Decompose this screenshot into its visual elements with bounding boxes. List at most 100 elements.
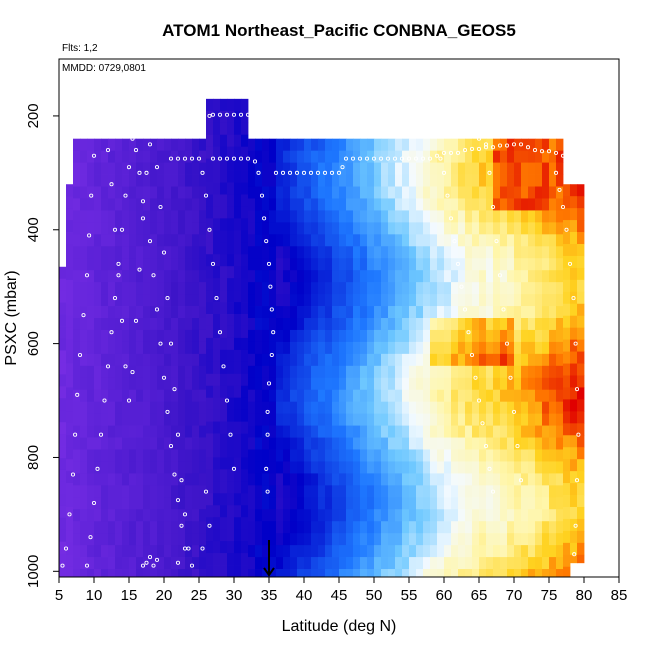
heat-cell [234, 182, 242, 195]
heat-cell [423, 210, 431, 223]
heat-cell [283, 341, 291, 355]
track-point [266, 381, 272, 386]
heat-cell [192, 377, 200, 391]
heat-cell [185, 437, 193, 450]
heat-cell [388, 401, 396, 415]
heat-cell [213, 110, 221, 124]
heat-cell [122, 138, 130, 152]
heat-cell [143, 150, 151, 163]
heat-cell [500, 270, 508, 283]
heat-cell [290, 365, 298, 379]
heat-cell [437, 341, 445, 355]
heat-cell [402, 425, 410, 438]
heat-cell [234, 134, 242, 148]
heat-cell [136, 282, 144, 295]
heat-cell [395, 545, 403, 558]
heat-cell [577, 291, 585, 305]
heat-cell [556, 162, 564, 175]
heat-cell [493, 210, 501, 223]
heat-cell [94, 174, 102, 187]
heat-cell [451, 557, 459, 570]
heat-cell [276, 258, 284, 271]
heat-cell [563, 518, 571, 532]
heat-cell [570, 184, 578, 197]
heat-cell [192, 246, 200, 259]
track-point [466, 330, 471, 335]
heat-cell [388, 545, 396, 558]
heat-cell [283, 306, 291, 319]
heat-cell [507, 437, 515, 450]
heat-cell [339, 449, 347, 462]
heat-cell [143, 186, 151, 199]
heat-cell [199, 485, 207, 498]
heat-cell [311, 461, 319, 474]
heat-cell [423, 306, 431, 319]
heat-cell [171, 150, 179, 163]
heat-cell [339, 198, 347, 211]
heat-cell [549, 569, 557, 578]
heat-cell [59, 446, 67, 459]
heat-cell [206, 254, 214, 267]
heat-cell [185, 258, 193, 271]
heat-cell [367, 162, 375, 175]
track-point [280, 170, 286, 175]
heat-cell [507, 174, 515, 187]
heat-cell [94, 377, 102, 391]
heat-cell [290, 270, 298, 283]
heat-cell [255, 521, 263, 534]
heat-cell [465, 294, 473, 307]
heat-cell [318, 162, 326, 175]
heat-cell [339, 353, 347, 367]
heat-cell [374, 425, 382, 438]
heat-cell [500, 449, 508, 462]
heat-cell [241, 134, 249, 148]
heat-cell [444, 521, 452, 534]
heat-cell [241, 110, 249, 124]
heat-cell [80, 270, 88, 283]
track-point [203, 489, 209, 494]
heat-cell [220, 433, 228, 446]
heat-cell [577, 267, 585, 281]
heat-cell [325, 557, 333, 570]
heat-cell [465, 497, 473, 510]
heat-cell [353, 569, 361, 578]
heat-cell [171, 162, 179, 175]
heat-cell [535, 210, 543, 223]
track-point [445, 193, 450, 198]
heat-cell [521, 545, 529, 558]
heat-cell [178, 413, 186, 426]
heat-cell [94, 533, 102, 546]
heat-cell [479, 413, 487, 426]
heat-cell [171, 174, 179, 187]
heat-cell [304, 569, 312, 578]
heat-cell [227, 230, 235, 243]
heat-cell [150, 497, 158, 510]
track-point [116, 261, 121, 266]
heat-cell [101, 437, 109, 450]
heat-cell [304, 222, 312, 235]
heat-cell [171, 569, 179, 578]
x-tick-label: 75 [541, 587, 558, 604]
heat-cell [199, 246, 207, 259]
heat-cell [241, 98, 249, 112]
heat-cell [87, 246, 95, 259]
heat-cell [346, 162, 354, 175]
heat-cell [423, 294, 431, 307]
heat-cell [213, 314, 221, 327]
heat-cell [577, 232, 585, 245]
heat-cell [577, 351, 585, 364]
heat-cell [451, 461, 459, 474]
heat-cell [178, 365, 186, 379]
heat-cell [535, 473, 543, 486]
heat-cell [66, 315, 74, 329]
heat-cell [507, 485, 515, 498]
heat-cell [486, 282, 494, 295]
heat-cell [66, 435, 74, 448]
heat-cell [248, 318, 256, 331]
heat-cell [143, 162, 151, 175]
heat-cell [269, 533, 277, 546]
track-point [525, 145, 531, 150]
heat-cell [318, 329, 326, 343]
heat-cell [353, 258, 361, 271]
heat-cell [178, 294, 186, 307]
